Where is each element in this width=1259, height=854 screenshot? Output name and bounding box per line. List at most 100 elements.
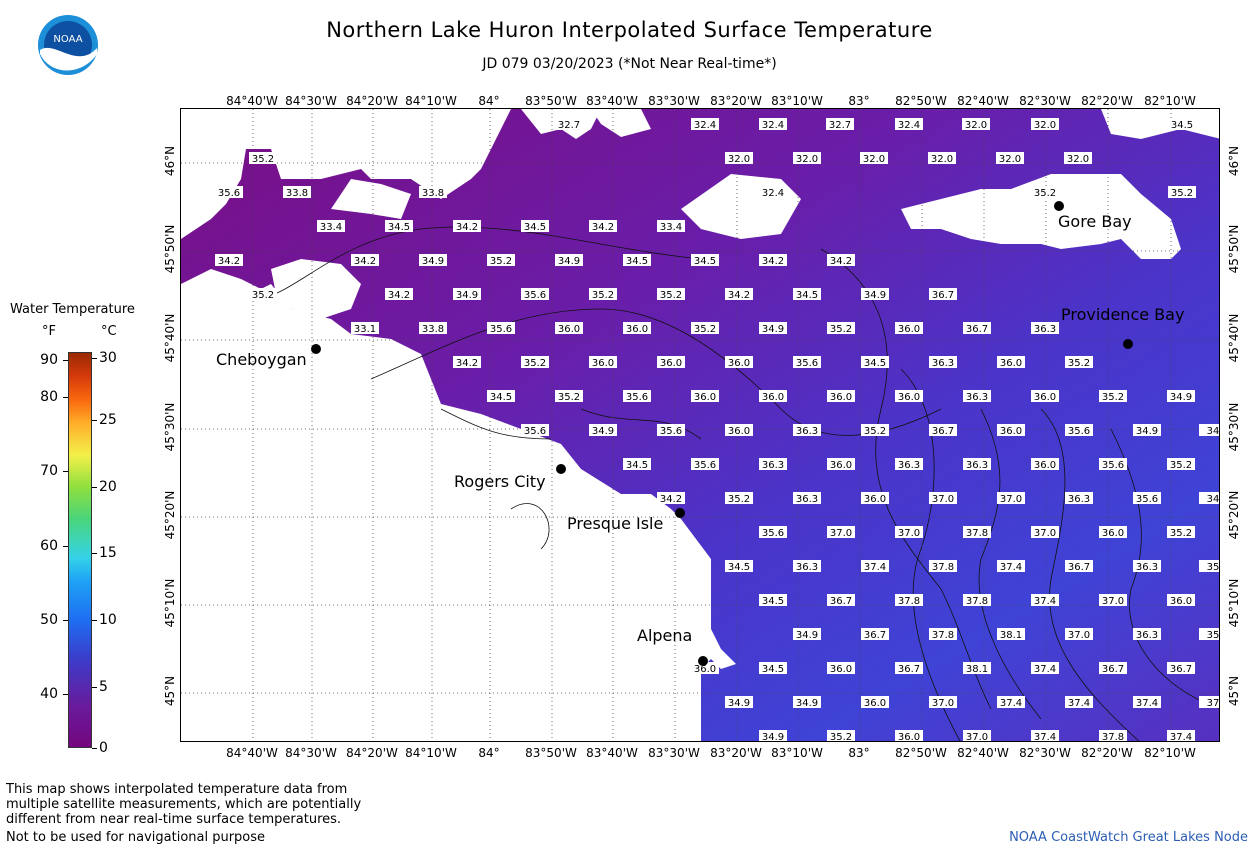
temperature-reading-box [1133, 560, 1161, 572]
temperature-reading-box [725, 288, 753, 300]
temperature-reading: 36.0 [997, 424, 1025, 437]
temperature-reading: 34.2 [351, 254, 379, 267]
temperature-map[interactable]: 32.7 32.4 32.4 32.7 32.4 32.0 32.0 34.5 35.2 32.0… [180, 108, 1220, 742]
temperature-reading: 37.4 [1167, 730, 1195, 741]
temperature-reading: 35.2 [725, 492, 753, 505]
legend-tick-mark [63, 360, 68, 361]
temperature-reading: 35.2 [1167, 458, 1195, 471]
temperature-reading-box [1064, 152, 1092, 164]
temperature-reading: 35.2 [827, 730, 855, 741]
temperature-reading-box [1065, 424, 1093, 436]
temperature-reading: 34.5 [691, 254, 719, 267]
temperature-reading-box [589, 356, 617, 368]
temperature-value: 35.2 [1102, 392, 1124, 403]
temperature-reading-box [895, 118, 923, 130]
temperature-reading: 37 [1199, 696, 1219, 709]
temperature-reading: 35.2 [249, 288, 277, 301]
temperature-reading: 34.9 [793, 628, 821, 641]
temperature-value: 37.8 [932, 630, 954, 641]
temperature-value: 36.3 [898, 460, 920, 471]
temperature-reading-box [691, 662, 719, 674]
temperature-reading: 35.6 [215, 186, 243, 199]
temperature-reading-box [385, 288, 413, 300]
temperature-reading: 36.0 [691, 662, 719, 675]
temperature-value: 37.0 [932, 494, 954, 505]
temperature-reading: 37.8 [963, 526, 991, 539]
temperature-reading-box [929, 424, 957, 436]
temperature-reading: 32.0 [793, 152, 821, 165]
temperature-reading-box [1167, 458, 1195, 470]
temperature-reading-box [895, 458, 923, 470]
longitude-label: 82°40'W [957, 746, 1009, 760]
legend-tick-mark [92, 687, 97, 688]
temperature-reading-box [1099, 526, 1127, 538]
temperature-value: 34.5 [490, 392, 512, 403]
temperature-reading-box [861, 560, 889, 572]
manitoulin-island [901, 174, 1181, 259]
temperature-value: 33.1 [354, 324, 376, 335]
longitude-label: 82°30'W [1019, 746, 1071, 760]
temperature-reading-box [827, 254, 855, 266]
temperature-reading-box [657, 288, 685, 300]
temperature-value: 36.0 [898, 324, 920, 335]
temperature-reading-box [1167, 594, 1195, 606]
temperature-value: 32.0 [863, 154, 885, 165]
temperature-value: 35.2 [1170, 460, 1192, 471]
temperature-reading-box [691, 118, 719, 130]
temperature-reading: 33.8 [283, 186, 311, 199]
temperature-value: 35.2 [864, 426, 886, 437]
temperature-reading-box [827, 594, 855, 606]
temperature-value: 34 [1207, 426, 1220, 437]
temperature-reading-box [997, 696, 1025, 708]
temperature-value: 37.4 [1034, 596, 1056, 607]
temperature-reading: 36.7 [827, 594, 855, 607]
temperature-reading-box [861, 424, 889, 436]
temperature-value: 36.0 [830, 392, 852, 403]
temperature-value: 33.8 [422, 188, 444, 199]
temperature-value: 36.0 [592, 358, 614, 369]
temperature-reading: 32.7 [826, 118, 854, 131]
temperature-reading-box [1065, 628, 1093, 640]
temperature-reading: 32.0 [1031, 118, 1059, 131]
temperature-reading-box [1099, 594, 1127, 606]
temperature-value: 36.0 [864, 494, 886, 505]
footer-note: This map shows interpolated temperature … [6, 782, 361, 827]
temperature-value: 34.9 [864, 290, 886, 301]
temperature-value: 35.2 [830, 324, 852, 335]
temperature-reading: 34.5 [725, 560, 753, 573]
legend-tick-mark [92, 487, 97, 488]
temperature-value: 32.0 [1034, 120, 1056, 131]
temperature-reading-box [997, 356, 1025, 368]
temperature-reading: 35.2 [1167, 526, 1195, 539]
temperature-reading: 36.0 [1099, 526, 1127, 539]
temperature-reading-box [1167, 662, 1195, 674]
temperature-reading: 35.6 [691, 458, 719, 471]
temperature-reading: 34.9 [1167, 390, 1195, 403]
temperature-value: 37.0 [966, 732, 988, 742]
longitude-label: 84°10'W [405, 94, 457, 108]
temperature-reading: 35.6 [521, 424, 549, 437]
temperature-reading-box [1168, 118, 1196, 130]
temperature-reading: 36.3 [759, 458, 787, 471]
temperature-reading: 34 [1199, 424, 1220, 437]
temperature-value: 34.5 [762, 664, 784, 675]
temperature-value: 32.4 [762, 120, 784, 131]
legend-tick-f: 60 [40, 538, 58, 554]
temperature-value: 34.9 [762, 732, 784, 742]
temperature-value: 32.0 [999, 154, 1021, 165]
temperature-reading-box [861, 628, 889, 640]
city-marker [1054, 201, 1064, 211]
temperature-reading: 36.0 [691, 390, 719, 403]
temperature-value: 34.9 [592, 426, 614, 437]
temperature-reading: 36.0 [1031, 458, 1059, 471]
longitude-label: 83° [848, 746, 870, 760]
temperature-reading-box [249, 152, 277, 164]
credit-link[interactable]: NOAA CoastWatch Great Lakes Node [1009, 830, 1248, 845]
temperature-reading-box [996, 152, 1024, 164]
temperature-reading: 34.5 [793, 288, 821, 301]
temperature-reading-box [827, 458, 855, 470]
temperature-reading: 36.0 [895, 390, 923, 403]
legend-unit-f: °F [42, 324, 56, 339]
temperature-value: 34.9 [796, 630, 818, 641]
legend-tick-mark [92, 553, 97, 554]
